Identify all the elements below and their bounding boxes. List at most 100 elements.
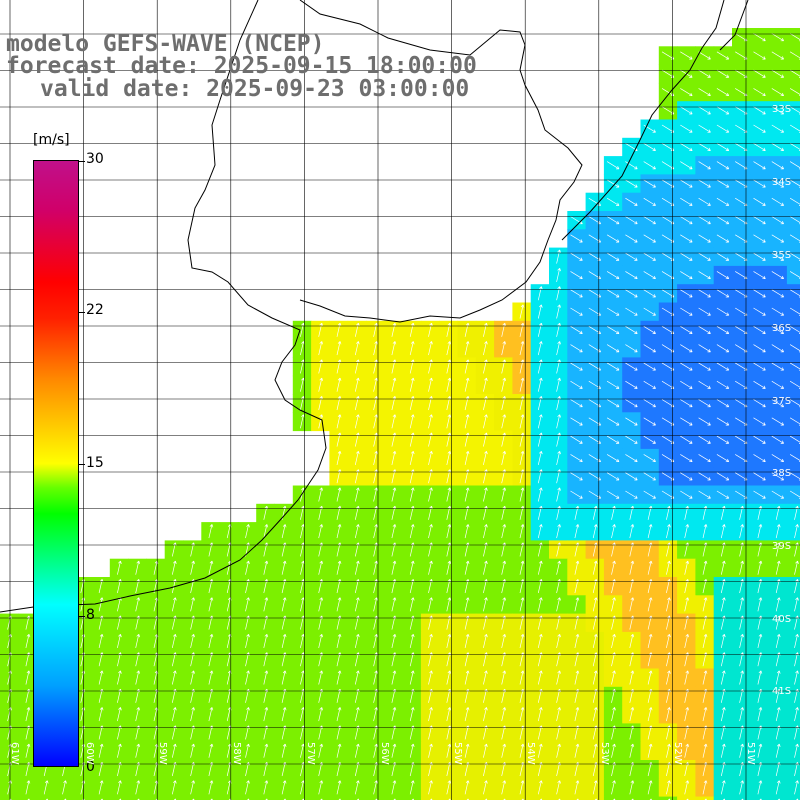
wind-speed-cell	[786, 64, 800, 84]
wind-speed-cell	[603, 796, 623, 800]
wind-arrow	[667, 798, 671, 800]
wind-arrow	[684, 780, 690, 795]
wind-arrow	[606, 179, 620, 188]
wind-arrow	[684, 524, 690, 539]
wind-arrow	[649, 798, 652, 800]
wind-arrow	[625, 399, 638, 408]
wind-arrow	[537, 304, 543, 319]
wind-arrow	[643, 216, 656, 225]
wind-arrow	[716, 216, 730, 225]
wind-arrow	[716, 362, 730, 371]
wind-arrow	[739, 670, 744, 685]
wind-arrow	[753, 33, 766, 42]
wind-arrow	[263, 670, 269, 685]
wind-arrow	[501, 597, 507, 612]
wind-arrow	[775, 743, 781, 758]
wind-speed-cell	[786, 247, 800, 267]
wind-arrow	[354, 560, 360, 575]
wind-arrow	[373, 780, 378, 795]
wind-arrow	[702, 633, 708, 648]
wind-arrow	[537, 560, 543, 575]
wind-arrow	[336, 743, 342, 758]
wind-speed-cell	[786, 448, 800, 468]
wind-arrow	[716, 307, 730, 316]
wind-arrow	[647, 560, 653, 575]
wind-arrow	[643, 161, 656, 170]
wind-arrow	[336, 450, 342, 465]
wind-arrow	[464, 450, 470, 465]
wind-arrow	[716, 234, 730, 243]
wind-arrow	[409, 450, 415, 465]
wind-speed-cell	[183, 796, 202, 800]
wind-arrow	[753, 197, 766, 206]
wind-arrow	[625, 179, 638, 188]
wind-arrow	[606, 289, 620, 298]
wind-arrow	[25, 780, 31, 795]
wind-arrow	[537, 341, 543, 356]
wind-arrow	[281, 524, 287, 539]
wind-arrow	[680, 106, 693, 115]
wind-arrow	[680, 490, 693, 499]
wind-arrow	[606, 490, 620, 499]
wind-arrow	[592, 597, 598, 612]
wind-arrow	[698, 490, 711, 499]
wind-arrow	[556, 304, 561, 319]
wind-arrow	[574, 524, 580, 539]
wind-arrow	[698, 216, 711, 225]
wind-arrow	[373, 322, 378, 337]
wind-arrow	[698, 307, 711, 316]
wind-arrow	[720, 707, 726, 722]
wind-arrow	[592, 524, 598, 539]
wind-arrow	[625, 307, 638, 316]
wind-arrow	[775, 670, 781, 685]
wind-arrow	[613, 798, 616, 800]
longitude-label: 58W	[231, 742, 242, 765]
wind-arrow	[611, 670, 616, 685]
wind-arrow	[409, 743, 415, 758]
wind-arrow	[537, 524, 543, 539]
latitude-label: 36S	[772, 323, 792, 334]
wind-arrow	[606, 326, 620, 334]
wind-arrow	[446, 414, 452, 429]
wind-arrow	[409, 670, 415, 685]
wind-arrow	[720, 670, 726, 685]
wind-arrow	[356, 798, 360, 800]
wind-arrow	[606, 307, 620, 316]
wind-speed-cell	[786, 229, 800, 249]
wind-arrow	[574, 597, 580, 612]
wind-arrow	[373, 414, 378, 429]
wind-arrow	[570, 490, 583, 499]
wind-arrow	[245, 633, 250, 648]
wind-arrow	[318, 597, 324, 612]
wind-arrow	[698, 435, 711, 444]
latitude-label: 34S	[772, 177, 792, 188]
model-title: modelo GEFS-WAVE (NCEP)	[6, 31, 325, 57]
wind-arrow	[775, 597, 781, 612]
wind-arrow	[501, 524, 507, 539]
wind-arrow	[570, 362, 583, 371]
wind-arrow	[519, 743, 525, 758]
wind-arrow	[265, 798, 268, 800]
wind-arrow	[391, 524, 397, 539]
wind-arrow	[794, 597, 799, 612]
wind-arrow	[336, 597, 342, 612]
wind-arrow	[625, 234, 638, 243]
wind-arrow	[245, 560, 250, 575]
wind-arrow	[354, 780, 360, 795]
wind-arrow	[519, 707, 525, 722]
wind-arrow	[771, 490, 785, 499]
wind-speed-cell	[786, 485, 800, 505]
wind-arrow	[354, 597, 360, 612]
wind-arrow	[720, 780, 726, 795]
wind-arrow	[753, 51, 766, 60]
wind-arrow	[702, 560, 708, 575]
wind-speed-cell	[786, 302, 800, 322]
wind-arrow	[428, 670, 433, 685]
wind-arrow	[100, 798, 103, 800]
wind-arrow	[606, 234, 620, 243]
wind-arrow	[171, 743, 177, 758]
wind-arrows	[7, 33, 800, 800]
wind-arrow	[519, 377, 525, 392]
wind-arrow	[666, 670, 671, 685]
